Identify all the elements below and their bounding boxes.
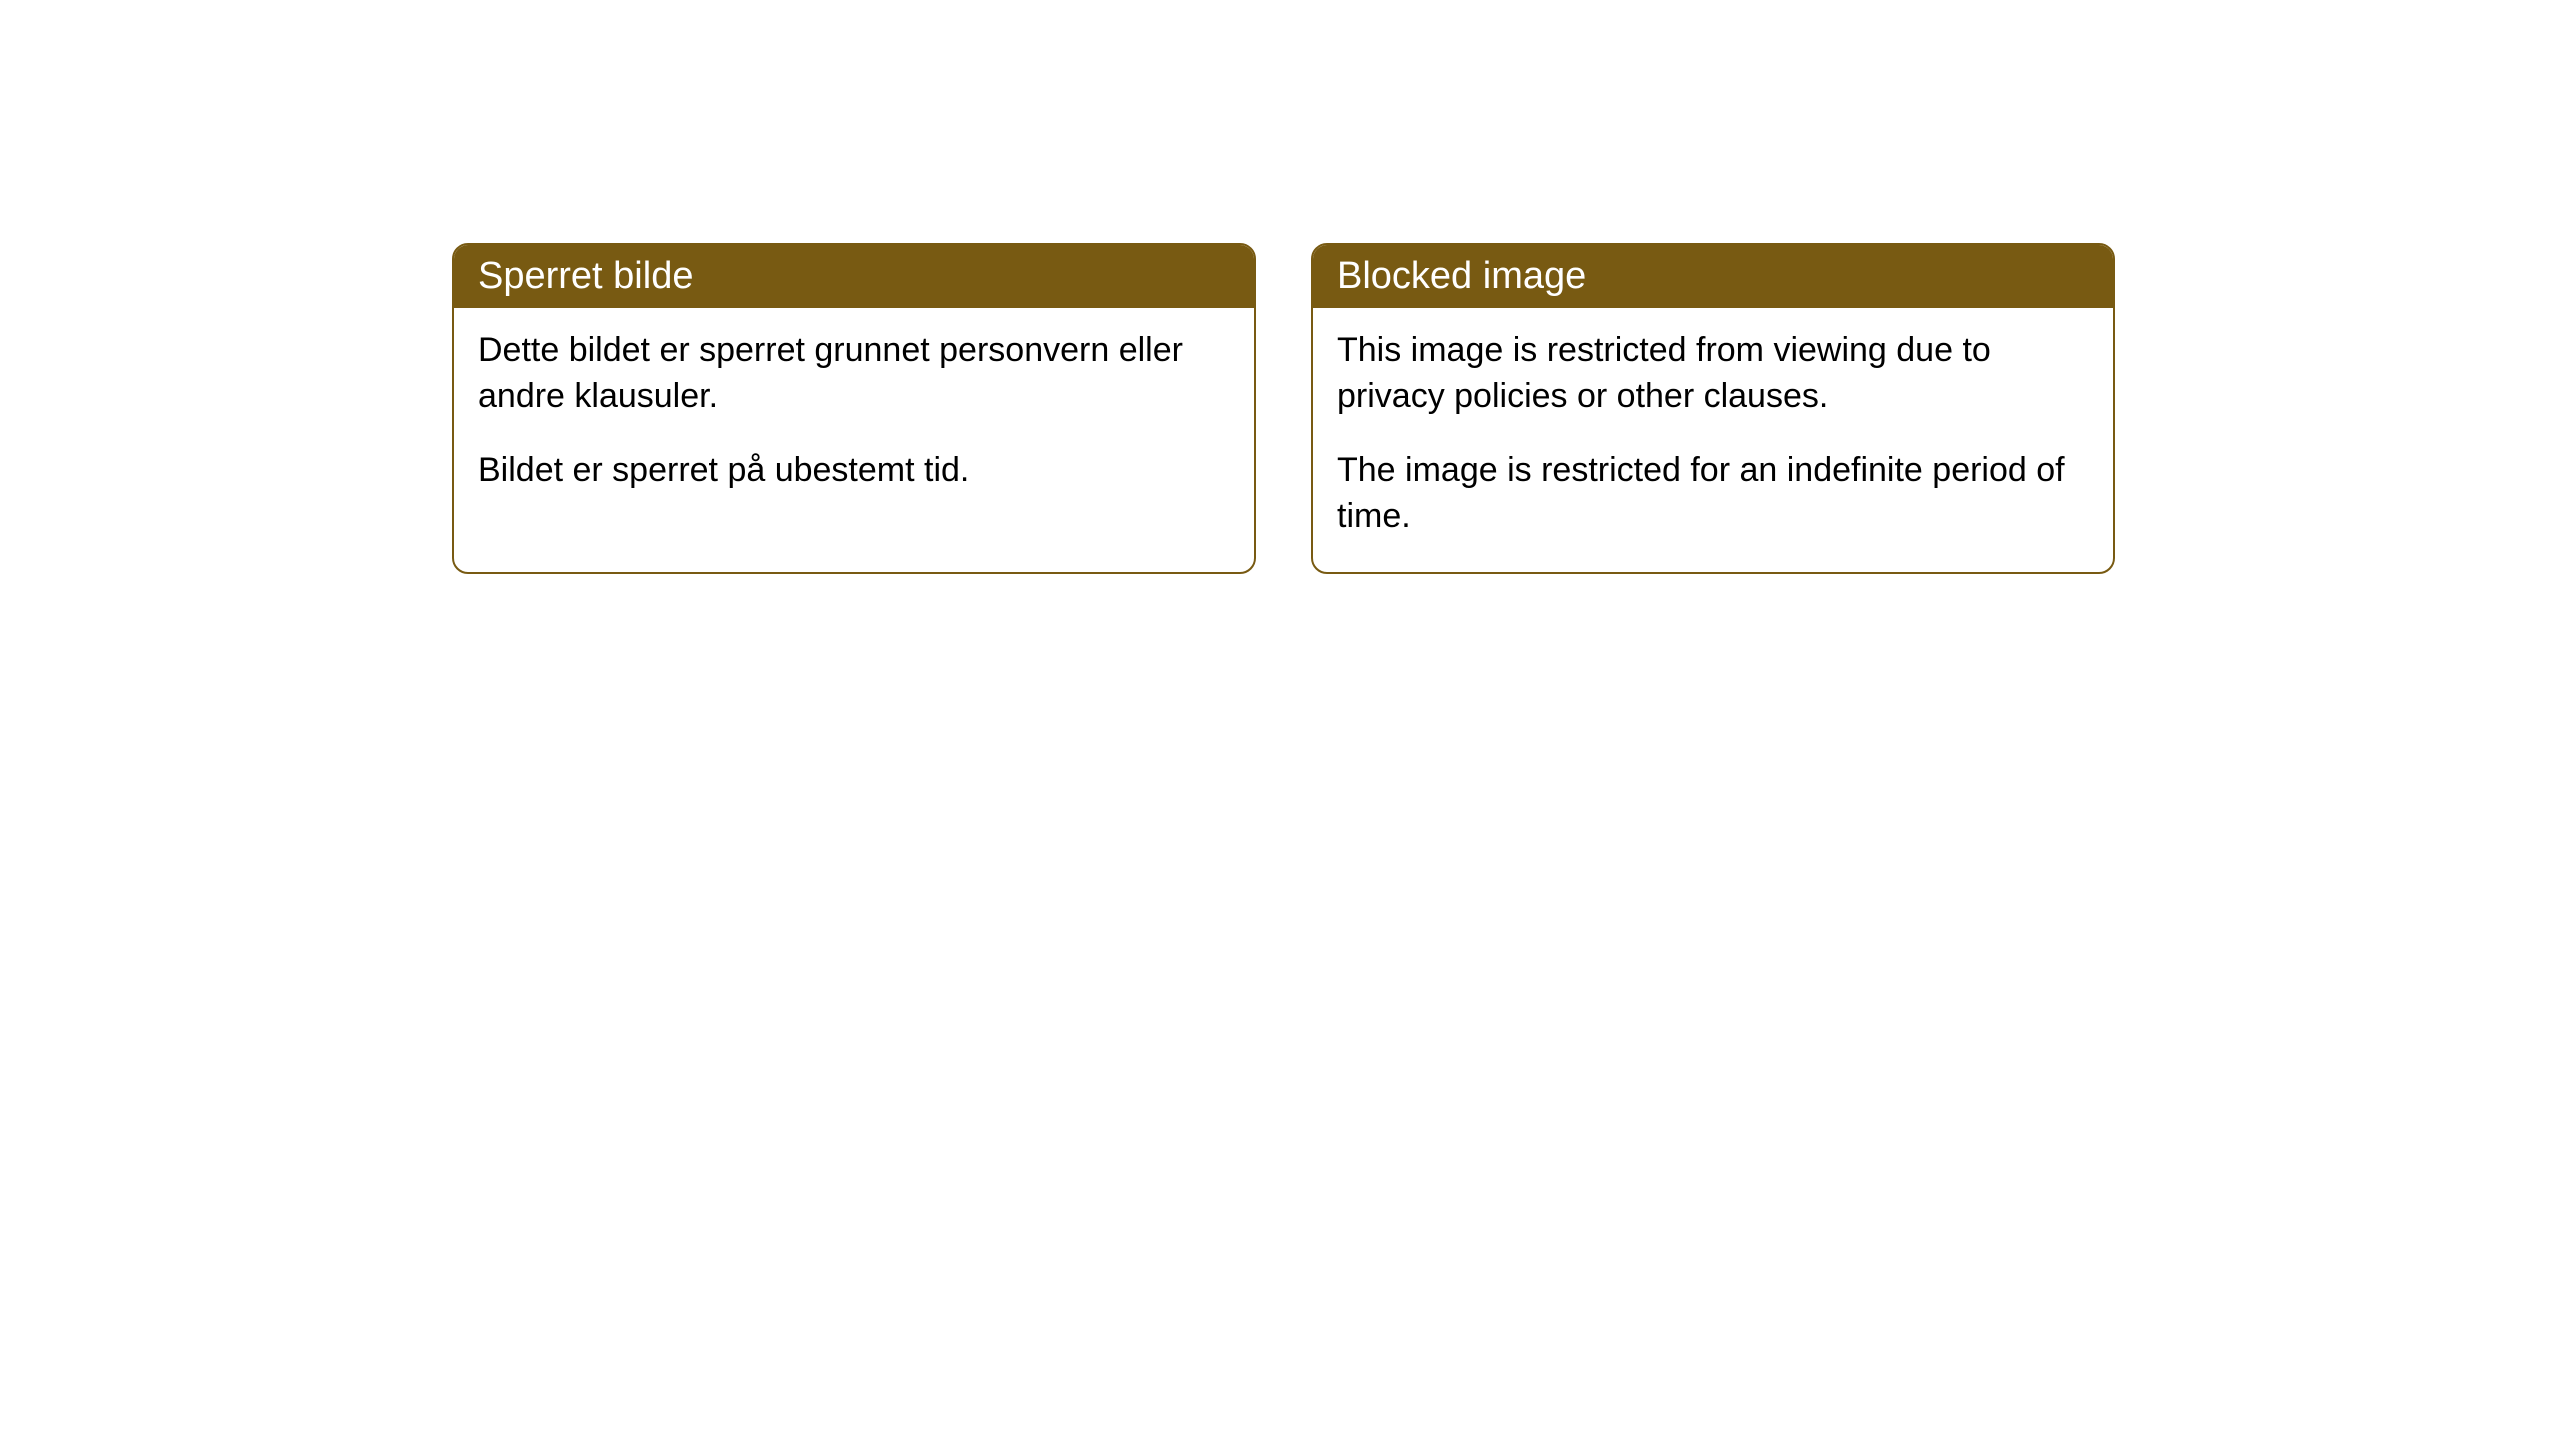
card-body: Dette bildet er sperret grunnet personve… (454, 308, 1254, 526)
card-header: Blocked image (1313, 245, 2113, 308)
card-title: Sperret bilde (478, 255, 693, 297)
blocked-image-card-norwegian: Sperret bilde Dette bildet er sperret gr… (452, 243, 1256, 574)
card-title: Blocked image (1337, 255, 1586, 297)
card-paragraph: Dette bildet er sperret grunnet personve… (478, 328, 1230, 420)
card-body: This image is restricted from viewing du… (1313, 308, 2113, 572)
blocked-image-card-english: Blocked image This image is restricted f… (1311, 243, 2115, 574)
card-paragraph: Bildet er sperret på ubestemt tid. (478, 448, 1230, 494)
card-header: Sperret bilde (454, 245, 1254, 308)
card-paragraph: The image is restricted for an indefinit… (1337, 448, 2089, 540)
notice-cards-container: Sperret bilde Dette bildet er sperret gr… (452, 243, 2115, 574)
card-paragraph: This image is restricted from viewing du… (1337, 328, 2089, 420)
